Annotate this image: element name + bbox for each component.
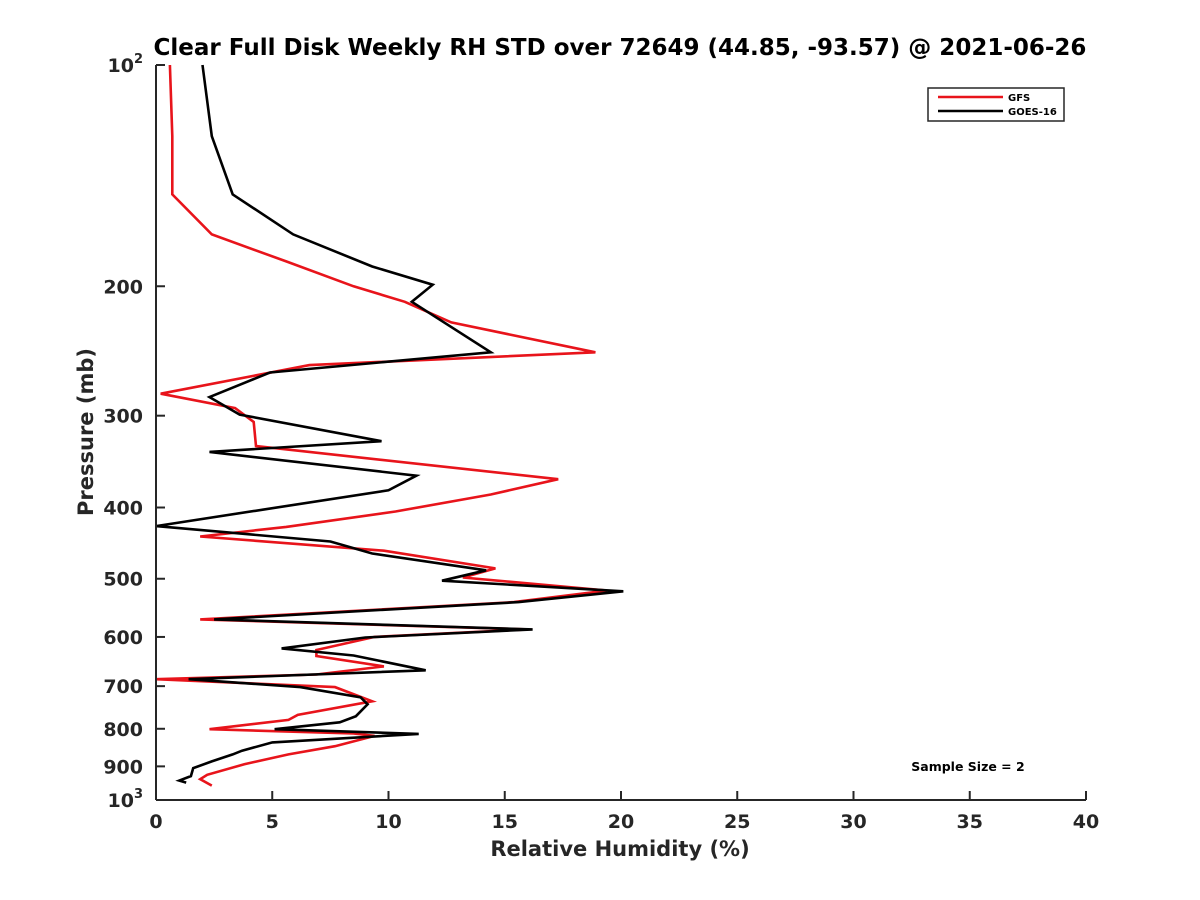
y-tick-label: 102 [108,52,144,77]
y-tick-label: 103 [108,787,144,812]
x-tick-label: 15 [492,811,518,833]
y-tick-label: 400 [103,498,143,520]
x-tick-label: 20 [608,811,634,833]
x-tick-label: 25 [724,811,750,833]
series-line-goes16 [155,64,624,784]
x-ticks: 0 5 10 15 20 25 30 35 40 [149,791,1099,833]
y-tick-label: 900 [103,756,143,778]
x-tick-label: 30 [840,811,866,833]
x-tick-label: 5 [266,811,279,833]
y-tick-label: 200 [103,276,143,298]
y-ticks: 102 200 300 400 500 600 700 800 900 103 [103,52,165,812]
x-axis-label: Relative Humidity (%) [490,837,749,861]
legend-label-gfs: GFS [1008,93,1030,104]
y-tick-label: 500 [103,569,143,591]
y-tick-label: 600 [103,627,143,649]
x-tick-label: 0 [149,811,162,833]
y-tick-label: 700 [103,676,143,698]
sample-size-annotation: Sample Size = 2 [911,759,1024,774]
x-tick-label: 10 [375,811,401,833]
y-tick-label: 800 [103,719,143,741]
plot-area: 0 5 10 15 20 25 30 35 40 102 200 300 400 500 600 700 80… [103,52,1099,833]
series-layer [155,64,624,787]
x-tick-label: 40 [1073,811,1099,833]
legend-label-goes16: GOES-16 [1008,107,1057,118]
x-tick-label: 35 [957,811,983,833]
y-tick-label: 300 [103,406,143,428]
chart-title: Clear Full Disk Weekly RH STD over 72649… [154,35,1087,61]
legend-box [927,87,1065,122]
y-axis-label: Pressure (mb) [74,348,98,516]
legend: GFS GOES-16 [927,87,1065,122]
